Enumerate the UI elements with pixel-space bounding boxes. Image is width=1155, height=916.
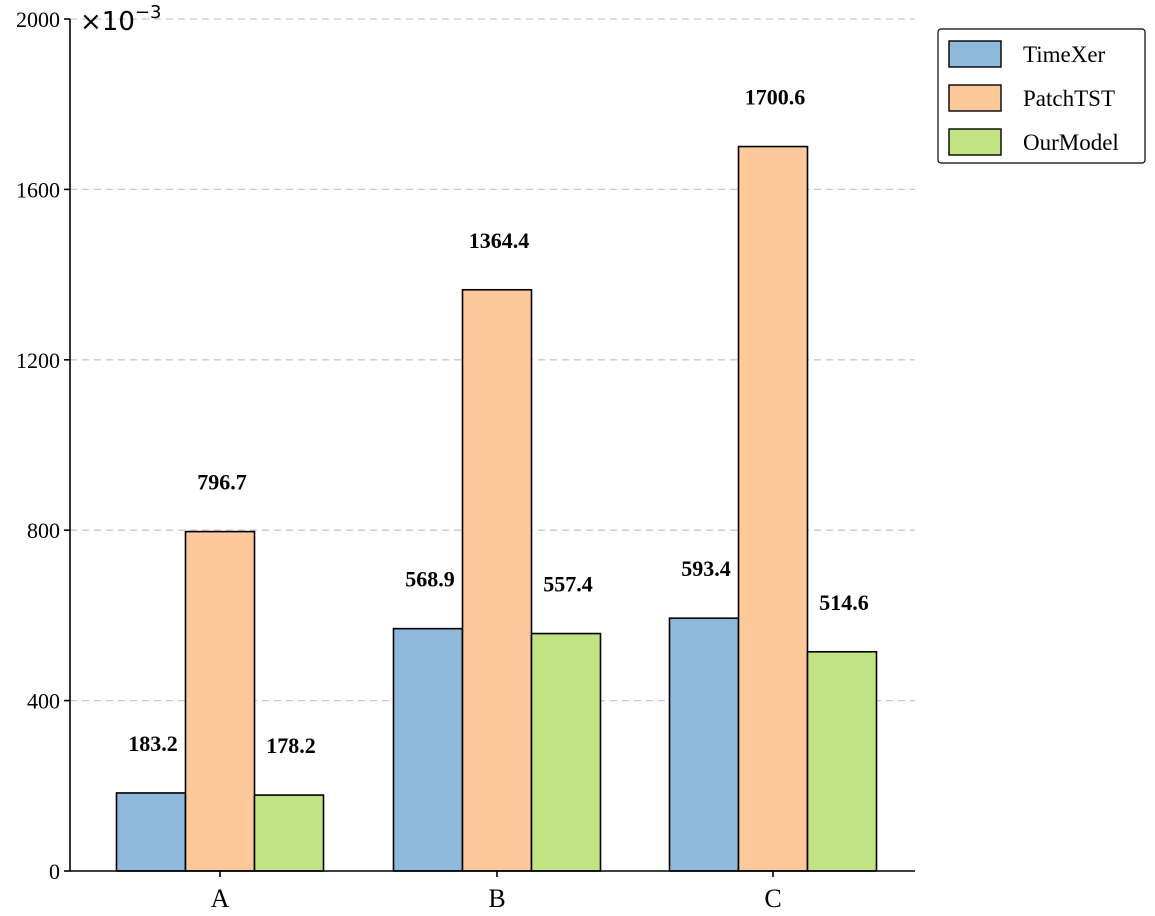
y-tick-label-2000: 2000 bbox=[16, 7, 60, 32]
legend-swatch-ourmodel bbox=[948, 128, 1002, 156]
value-label-ourmodel-B: 557.4 bbox=[543, 572, 593, 597]
x-tick-label-A: A bbox=[211, 884, 230, 913]
y-axis-multiplier: ×10−3 bbox=[80, 2, 161, 37]
bars bbox=[115, 145, 878, 872]
y-tick-label-1200: 1200 bbox=[16, 348, 60, 373]
bar-ourmodel-B bbox=[530, 632, 602, 872]
legend-swatch-patchtst bbox=[948, 84, 1002, 112]
axes bbox=[69, 19, 915, 872]
bar-timexer-A bbox=[115, 792, 187, 872]
value-label-patchtst-B: 1364.4 bbox=[469, 228, 530, 253]
bar-timexer-C bbox=[668, 617, 740, 872]
x-tick-label-C: C bbox=[764, 884, 781, 913]
legend-label-patchtst: PatchTST bbox=[1023, 86, 1115, 111]
y-ticks: 0 400 800 1200 1600 2000 bbox=[16, 7, 70, 884]
value-label-patchtst-C: 1700.6 bbox=[745, 85, 806, 110]
bar-ourmodel-A bbox=[253, 794, 325, 872]
value-labels: 183.2 568.9 593.4 796.7 1364.4 1700.6 178.2 557… bbox=[128, 85, 869, 759]
x-tick-label-B: B bbox=[488, 884, 505, 913]
legend: TimeXer PatchTST OurModel bbox=[937, 28, 1146, 164]
value-label-timexer-A: 183.2 bbox=[128, 731, 178, 756]
y-tick-label-800: 800 bbox=[27, 518, 60, 543]
value-label-timexer-B: 568.9 bbox=[405, 567, 455, 592]
value-label-ourmodel-A: 178.2 bbox=[266, 733, 316, 758]
bar-patchtst-C bbox=[737, 145, 809, 872]
y-axis-multiplier-exponent: −3 bbox=[135, 2, 162, 23]
bar-patchtst-B bbox=[461, 288, 533, 872]
y-axis-multiplier-base: ×10 bbox=[80, 7, 135, 37]
y-tick-label-0: 0 bbox=[49, 859, 60, 884]
bar-patchtst-A bbox=[184, 530, 256, 872]
legend-swatch-timexer bbox=[948, 40, 1002, 68]
legend-label-ourmodel: OurModel bbox=[1023, 130, 1119, 155]
x-ticks: A B C bbox=[211, 871, 782, 913]
y-tick-label-400: 400 bbox=[27, 689, 60, 714]
bar-ourmodel-C bbox=[806, 650, 878, 872]
value-label-ourmodel-C: 514.6 bbox=[819, 590, 869, 615]
value-label-timexer-C: 593.4 bbox=[681, 556, 731, 581]
legend-label-timexer: TimeXer bbox=[1023, 42, 1106, 67]
y-tick-label-1600: 1600 bbox=[16, 177, 60, 202]
value-label-patchtst-A: 796.7 bbox=[197, 470, 247, 495]
bar-timexer-B bbox=[392, 627, 464, 872]
